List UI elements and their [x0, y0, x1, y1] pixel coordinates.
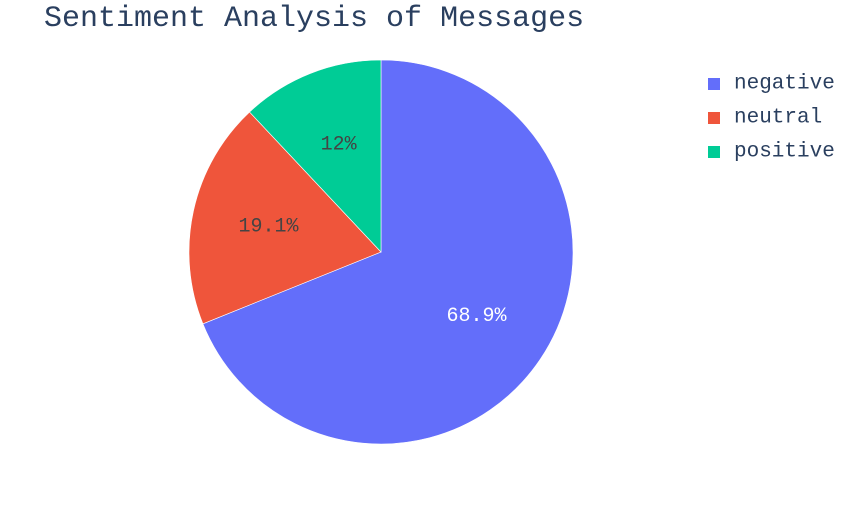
- pie-slice-negative[interactable]: [202, 59, 574, 445]
- pie-slice-neutral[interactable]: [188, 111, 382, 325]
- slice-label-positive: 12%: [321, 133, 358, 156]
- legend-swatch-positive: [708, 146, 720, 158]
- slice-label-negative: 68.9%: [446, 305, 507, 328]
- chart-title: Sentiment Analysis of Messages: [44, 2, 585, 36]
- legend-label-positive: positive: [734, 141, 835, 164]
- legend-swatch-negative: [708, 78, 720, 90]
- legend-label-negative: negative: [734, 73, 835, 96]
- legend-item-neutral[interactable]: neutral: [708, 107, 822, 130]
- slice-label-neutral: 19.1%: [238, 216, 299, 239]
- legend-item-negative[interactable]: negative: [708, 73, 835, 96]
- legend-swatch-neutral: [708, 112, 720, 124]
- pie-slice-positive[interactable]: [249, 59, 382, 253]
- legend-item-positive[interactable]: positive: [708, 141, 835, 164]
- legend-label-neutral: neutral: [734, 107, 822, 130]
